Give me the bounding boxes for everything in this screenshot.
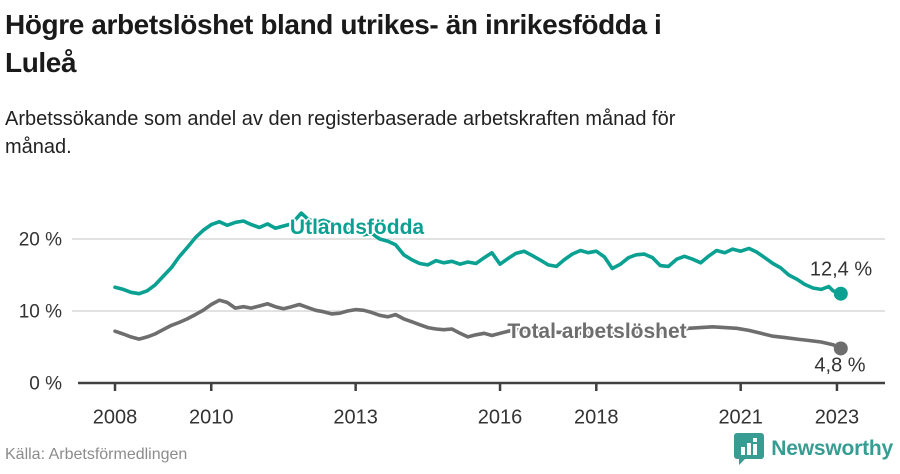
newsworthy-logo: Newsworthy — [734, 432, 893, 466]
y-axis-label-20: 20 % — [19, 230, 62, 251]
newsworthy-wordmark: Newsworthy — [771, 437, 893, 460]
chart-subtitle-line-1: Arbetssökande som andel av den registerb… — [5, 108, 676, 130]
series-end-dot-utlandsfodda — [833, 286, 848, 301]
bar-chart-glyph — [741, 447, 746, 455]
chart-title-line-1: Högre arbetslöshet bland utrikes- än inr… — [5, 9, 662, 40]
chart-footer: Källa: Arbetsförmedlingen Newsworthy — [0, 433, 900, 466]
source-note: Källa: Arbetsförmedlingen — [5, 446, 188, 463]
chart-subtitle: Arbetssökande som andel av den registerb… — [5, 105, 895, 161]
chart-header: Högre arbetslöshet bland utrikes- än inr… — [5, 6, 895, 161]
chart-subtitle-line-2: månad. — [5, 136, 72, 158]
x-axis-label-2010: 2010 — [189, 406, 234, 428]
x-axis-label-2021: 2021 — [718, 406, 763, 428]
x-axis-label-2008: 2008 — [93, 406, 138, 428]
y-axis-label-0: 0 % — [29, 374, 62, 395]
x-axis-label-2013: 2013 — [333, 406, 378, 428]
chart-title: Högre arbetslöshet bland utrikes- än inr… — [5, 6, 895, 82]
series-line-utlandsfodda — [113, 211, 843, 296]
x-axis-label-2023: 2023 — [815, 406, 860, 428]
y-axis-label-10: 10 % — [19, 302, 62, 323]
series-end-dot-total — [833, 341, 848, 356]
chart-title-line-2: Luleå — [5, 47, 77, 78]
series-line-total — [113, 298, 843, 351]
x-axis-label-2018: 2018 — [574, 406, 619, 428]
newsworthy-bubble-icon — [734, 433, 765, 465]
x-axis-label-2016: 2016 — [478, 406, 523, 428]
